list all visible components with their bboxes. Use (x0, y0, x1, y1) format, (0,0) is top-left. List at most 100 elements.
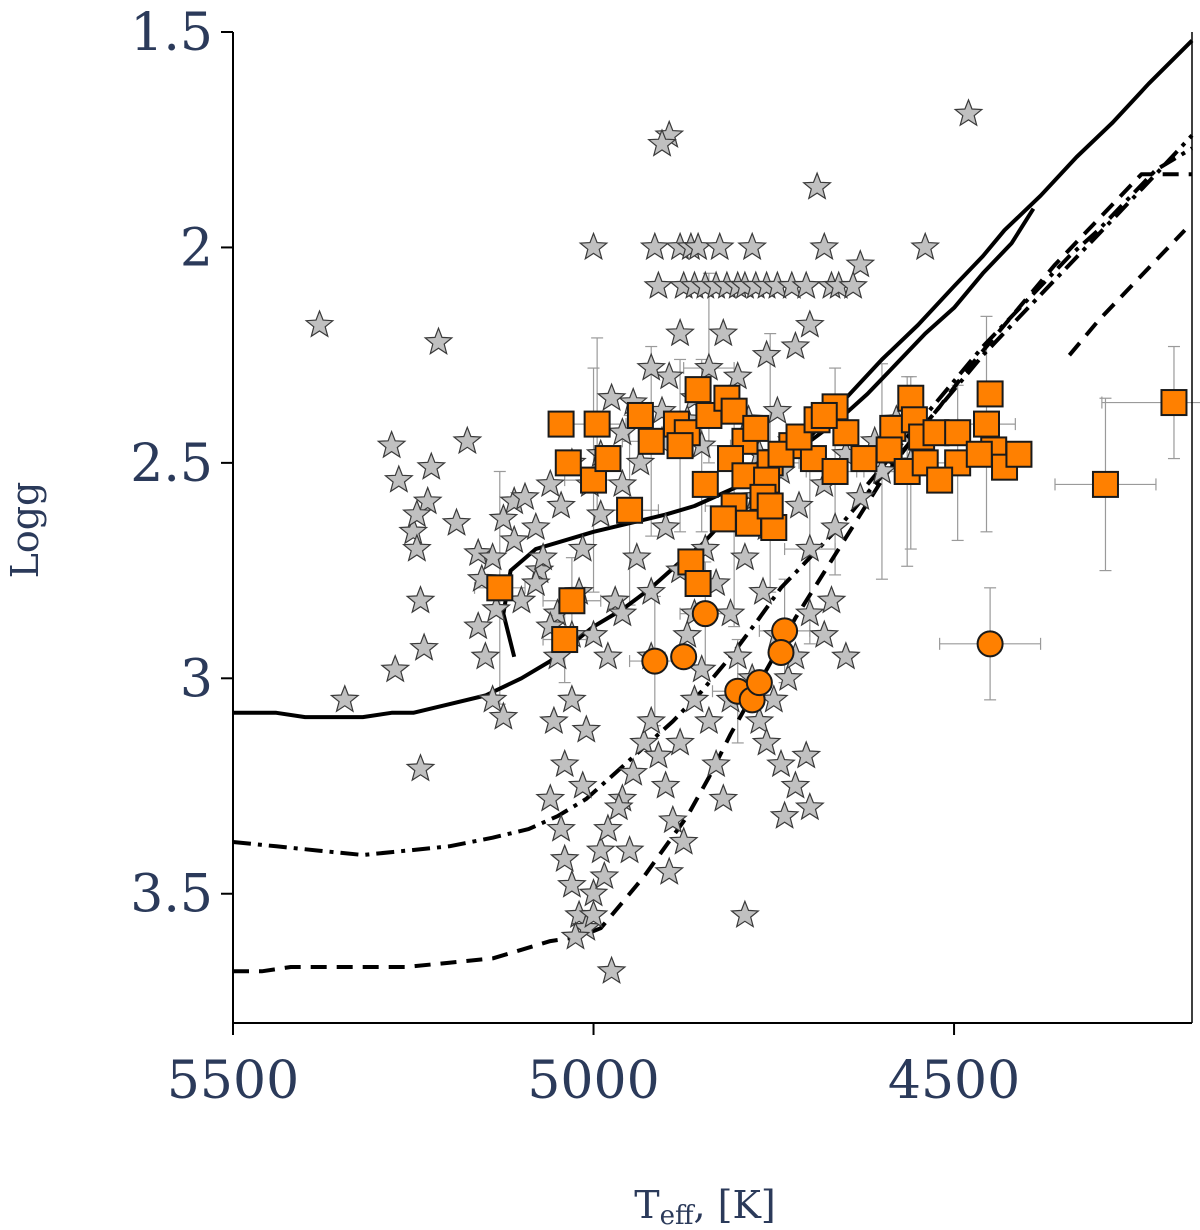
star-marker (643, 270, 674, 299)
star-marker (794, 791, 825, 821)
star-marker (520, 567, 551, 597)
star-marker (423, 326, 454, 355)
star-marker (398, 516, 429, 545)
star-marker (607, 468, 638, 498)
star-marker (650, 770, 681, 799)
star-marker (730, 542, 760, 571)
track-dashed-line (1067, 228, 1187, 357)
star-marker (549, 748, 580, 778)
square-marker (976, 380, 1004, 408)
x-axis-label-main: T (634, 1183, 659, 1227)
star-marker (910, 231, 941, 261)
y-tick-label: 3.5 (130, 865, 213, 925)
star-marker (820, 511, 850, 541)
star-marker (751, 727, 782, 756)
star-marker (650, 511, 681, 541)
star-marker (304, 309, 335, 338)
star-marker (607, 598, 638, 627)
star-marker (499, 524, 530, 554)
star-marker (737, 231, 768, 261)
square-marker (547, 410, 575, 438)
x-tick-label: 4500 (888, 1051, 1020, 1111)
circle-marker (976, 630, 1004, 658)
circle-marker (691, 600, 719, 628)
star-marker (578, 619, 609, 648)
star-marker (679, 684, 710, 713)
square-marker (1091, 470, 1119, 498)
star-marker (694, 705, 724, 735)
star-marker (593, 813, 623, 842)
x-tick-label: 5500 (167, 1051, 299, 1111)
star-marker (780, 330, 811, 360)
star-marker (539, 705, 569, 735)
star-marker (748, 576, 778, 605)
square-marker (709, 505, 737, 533)
star-marker (665, 727, 695, 756)
star-marker (549, 843, 580, 872)
square-marker (926, 466, 954, 494)
square-marker (558, 587, 586, 615)
star-marker (535, 468, 566, 498)
track-dashdot-line (232, 134, 1194, 857)
star-marker (441, 507, 472, 536)
star-marker (567, 770, 598, 799)
square-marker (583, 410, 611, 438)
circle-marker (641, 647, 669, 675)
star-marker (585, 498, 616, 528)
star-marker (402, 533, 432, 562)
x-axis-label-unit: , [K] (694, 1183, 776, 1227)
square-marker (684, 570, 712, 598)
square-marker (850, 445, 878, 473)
star-marker (452, 425, 483, 455)
star-marker (596, 955, 627, 984)
circle-markers-layer (641, 600, 1004, 714)
star-marker (376, 429, 407, 459)
star-marker (784, 490, 814, 519)
y-axis-label: Logg (3, 482, 47, 579)
star-marker (766, 748, 796, 778)
axes-layer: 1.5 2 2.5 3 3.5 5500 5000 4500 (130, 3, 1193, 1111)
star-marker (657, 804, 688, 834)
star-marker (794, 533, 825, 562)
star-marker (621, 542, 652, 571)
star-marker (672, 619, 703, 648)
star-marker (780, 770, 811, 799)
square-marker (810, 401, 838, 429)
star-marker (405, 753, 436, 782)
star-marker (383, 464, 414, 493)
star-marker (629, 727, 659, 756)
star-marker (596, 382, 627, 411)
star-marker (488, 701, 519, 730)
star-marker (694, 352, 724, 381)
star-marker (701, 748, 731, 778)
star-marker (567, 533, 598, 562)
star-marker (560, 921, 591, 950)
star-marker (791, 740, 822, 769)
star-marker (618, 757, 649, 786)
circle-marker (745, 669, 773, 697)
star-marker (791, 270, 822, 299)
square-marker (742, 414, 770, 442)
star-marker (769, 800, 800, 829)
star-marker (762, 395, 793, 424)
star-marker (510, 481, 540, 511)
star-marker (809, 231, 840, 261)
error-bars-layer (473, 272, 1200, 744)
star-marker (481, 593, 512, 623)
star-marker (816, 585, 847, 614)
star-marker (557, 869, 587, 898)
star-marker (953, 98, 984, 127)
star-marker (654, 856, 685, 885)
star-marker (794, 309, 825, 338)
star-marker (845, 249, 876, 278)
star-marker (477, 684, 508, 713)
star-marker (578, 899, 609, 928)
square-markers-layer (486, 376, 1188, 654)
star-marker (715, 598, 746, 627)
star-marker (845, 481, 876, 511)
track-dashed-line (233, 172, 1192, 974)
star-marker (636, 705, 667, 735)
circle-marker (767, 638, 795, 666)
square-marker (594, 445, 622, 473)
